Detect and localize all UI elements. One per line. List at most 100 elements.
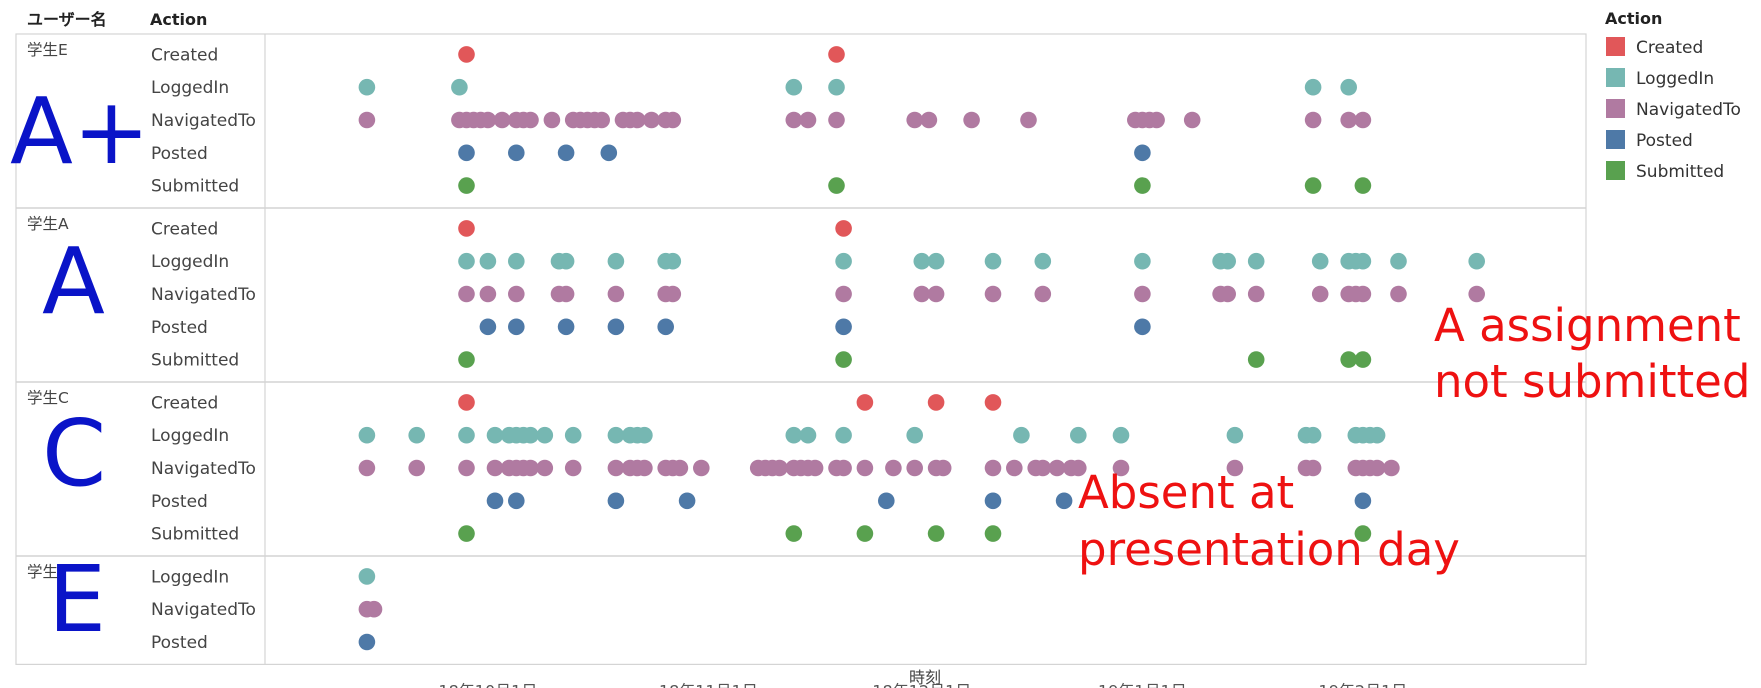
point-navigatedto bbox=[493, 111, 511, 129]
legend-swatch bbox=[1606, 37, 1625, 56]
action-label: NavigatedTo bbox=[151, 600, 256, 620]
action-label: Posted bbox=[151, 144, 208, 164]
legend-item-created[interactable]: Created bbox=[1636, 38, 1703, 58]
point-posted bbox=[1055, 492, 1073, 510]
point-loggedin bbox=[1304, 426, 1322, 444]
note-assignment-line: not submitted bbox=[1434, 355, 1750, 408]
point-loggedin bbox=[984, 252, 1002, 270]
point-navigatedto bbox=[408, 459, 426, 477]
point-loggedin bbox=[458, 426, 475, 444]
point-navigatedto bbox=[664, 111, 682, 129]
point-navigatedto bbox=[835, 285, 852, 303]
point-posted bbox=[607, 318, 625, 336]
point-loggedin bbox=[1134, 252, 1151, 270]
point-submitted bbox=[1354, 351, 1372, 368]
x-axis-label: 時刻 bbox=[909, 668, 941, 687]
grade-label: E bbox=[48, 546, 106, 653]
point-navigatedto bbox=[458, 285, 475, 303]
point-loggedin bbox=[1013, 426, 1030, 444]
action-label: Posted bbox=[151, 318, 208, 338]
action-label: LoggedIn bbox=[151, 252, 229, 272]
point-loggedin bbox=[607, 426, 625, 444]
point-loggedin bbox=[835, 426, 852, 444]
legend[interactable]: Action Created LoggedIn NavigatedTo Posted Su… bbox=[1605, 9, 1741, 182]
point-navigatedto bbox=[543, 111, 561, 129]
point-navigatedto bbox=[643, 111, 660, 129]
point-loggedin bbox=[1219, 252, 1236, 270]
point-posted bbox=[600, 144, 618, 162]
point-loggedin bbox=[458, 252, 475, 270]
action-label: Created bbox=[151, 393, 218, 413]
legend-item-submitted[interactable]: Submitted bbox=[1636, 162, 1724, 182]
action-label: NavigatedTo bbox=[151, 459, 256, 479]
point-navigatedto bbox=[1354, 285, 1372, 303]
point-navigatedto bbox=[1020, 111, 1037, 129]
point-created bbox=[458, 394, 475, 411]
legend-item-posted[interactable]: Posted bbox=[1636, 131, 1693, 151]
point-posted bbox=[508, 492, 525, 510]
user-label: 学生C bbox=[27, 389, 69, 407]
point-navigatedto bbox=[785, 111, 803, 129]
point-navigatedto bbox=[1304, 111, 1322, 129]
point-submitted bbox=[856, 525, 874, 542]
point-navigatedto bbox=[1048, 459, 1066, 477]
point-navigatedto bbox=[1226, 459, 1244, 477]
point-navigatedto bbox=[458, 459, 475, 477]
point-navigatedto bbox=[856, 459, 874, 477]
point-loggedin bbox=[927, 252, 945, 270]
point-submitted bbox=[835, 351, 852, 368]
point-navigatedto bbox=[607, 459, 625, 477]
point-navigatedto bbox=[1006, 459, 1023, 477]
point-loggedin bbox=[1304, 78, 1322, 96]
point-navigatedto bbox=[522, 459, 539, 477]
point-navigatedto bbox=[564, 459, 582, 477]
point-navigatedto bbox=[1148, 111, 1165, 129]
point-created bbox=[828, 46, 845, 63]
action-column-header: Action bbox=[150, 10, 207, 29]
grade-label: C bbox=[42, 400, 106, 507]
point-posted bbox=[508, 144, 525, 162]
point-loggedin bbox=[486, 426, 504, 444]
point-loggedin bbox=[451, 78, 468, 96]
point-navigatedto bbox=[1368, 459, 1386, 477]
point-loggedin bbox=[1247, 252, 1265, 270]
note-absent-line: Absent at bbox=[1078, 466, 1294, 519]
point-navigatedto bbox=[1304, 459, 1322, 477]
point-loggedin bbox=[785, 78, 803, 96]
point-navigatedto bbox=[479, 285, 497, 303]
point-loggedin bbox=[1390, 252, 1407, 270]
point-loggedin bbox=[828, 78, 845, 96]
point-created bbox=[927, 394, 945, 411]
legend-item-navigatedto[interactable]: NavigatedTo bbox=[1636, 100, 1741, 120]
point-navigatedto bbox=[1340, 111, 1357, 129]
legend-item-loggedin[interactable]: LoggedIn bbox=[1636, 69, 1714, 89]
point-navigatedto bbox=[671, 459, 689, 477]
point-loggedin bbox=[1468, 252, 1485, 270]
legend-swatch bbox=[1606, 161, 1625, 180]
point-navigatedto bbox=[522, 111, 539, 129]
user-column-header: ユーザー名 bbox=[27, 10, 107, 29]
action-label: Submitted bbox=[151, 177, 239, 197]
action-label: Submitted bbox=[151, 525, 239, 545]
point-navigatedto bbox=[913, 285, 931, 303]
point-navigatedto bbox=[1247, 285, 1265, 303]
point-submitted bbox=[1304, 177, 1322, 194]
note-absent-line: presentation day bbox=[1078, 523, 1460, 576]
note-assignment-line: A assignment bbox=[1434, 299, 1741, 352]
action-label: Posted bbox=[151, 492, 208, 512]
point-loggedin bbox=[1311, 252, 1329, 270]
point-navigatedto bbox=[557, 285, 575, 303]
point-loggedin bbox=[1340, 78, 1357, 96]
point-navigatedto bbox=[508, 285, 525, 303]
point-navigatedto bbox=[828, 111, 845, 129]
point-navigatedto bbox=[806, 459, 824, 477]
point-navigatedto bbox=[771, 459, 788, 477]
point-loggedin bbox=[785, 426, 803, 444]
point-navigatedto bbox=[835, 459, 852, 477]
point-navigatedto bbox=[664, 285, 682, 303]
point-navigatedto bbox=[1183, 111, 1201, 129]
user-label: 学生A bbox=[27, 215, 69, 233]
point-loggedin bbox=[664, 252, 682, 270]
plot-border bbox=[15, 33, 1587, 666]
